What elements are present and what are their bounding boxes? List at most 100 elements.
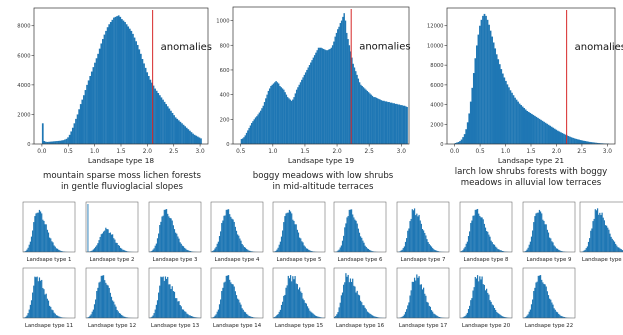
bar-t19-5: [247, 130, 249, 144]
bar-t19-52: [307, 67, 309, 144]
bar-t7-30: [430, 246, 433, 252]
bar-t22-3: [526, 315, 528, 318]
bar-t10-25: [608, 229, 610, 252]
small-panel-t14: Landsape type 14: [210, 267, 264, 329]
bar-t16-15: [350, 281, 353, 318]
bar-t12-34: [124, 316, 126, 318]
bar-t22-36: [563, 316, 565, 318]
bar-t5-18: [293, 220, 295, 252]
bar-t18-71: [154, 88, 156, 144]
main-panel-t18: anomalies 0.0 0.5 1.0 1.5 2.0 2.5 3.0 0 2000 4000 6…: [17, 7, 212, 165]
bar-t5-20: [295, 224, 297, 252]
bar-t12-16: [104, 280, 106, 318]
bar-t12-17: [105, 282, 107, 318]
bar-t4-32: [247, 249, 249, 252]
bar-t2-25: [114, 239, 116, 252]
x-axis-label-t9: Landsape type 9: [527, 257, 572, 263]
main-panel-t19: anomalies 0.5 1.0 1.5 2.0 2.5 3.0 0 200 400 600 800…: [216, 6, 411, 165]
x-tick-label-t18: 2.5: [169, 149, 179, 155]
bar-t5-27: [303, 245, 305, 252]
bar-t21-44: [521, 106, 524, 144]
bar-t14-25: [239, 302, 241, 318]
bar-t14-9: [221, 291, 223, 318]
bar-t21-32: [503, 77, 506, 144]
bar-t2-35: [125, 250, 127, 252]
bar-t18-61: [138, 49, 141, 144]
bar-t19-49: [303, 74, 306, 144]
bar-t1-2: [25, 250, 27, 252]
anomalies-annotation-t18: anomalies: [161, 42, 212, 53]
bar-t21-45: [523, 108, 526, 144]
bar-t8-33: [497, 249, 499, 252]
bar-t7-24: [424, 232, 426, 252]
bar-t11-27: [53, 312, 55, 318]
bar-t4-35: [250, 251, 252, 252]
bar-t21-34: [506, 84, 509, 144]
bar-t19-74: [335, 32, 338, 144]
bar-t18-56: [130, 30, 133, 144]
bar-t18-54: [127, 26, 130, 145]
bar-t17-26: [426, 301, 428, 318]
bar-t5-30: [306, 248, 309, 252]
bar-t6-12: [347, 215, 349, 252]
bar-t20-27: [490, 301, 492, 318]
bar-t10-36: [620, 249, 622, 252]
bar-t11-32: [59, 316, 61, 318]
bar-t20-8: [469, 305, 471, 318]
bar-t8-19: [481, 217, 483, 252]
bar-t8-35: [499, 250, 501, 252]
bar-t21-77: [572, 137, 574, 144]
y-tick-label-t19: 400: [220, 93, 230, 99]
bar-t4-25: [239, 238, 241, 252]
bar-t9-33: [560, 250, 562, 252]
bar-t21-75: [569, 136, 571, 144]
small-panel-t20: Landsape type 20: [459, 267, 513, 329]
bar-t9-13: [537, 212, 539, 252]
bar-t18-15: [65, 138, 68, 144]
bar-t11-25: [51, 309, 53, 318]
bar-t11-31: [58, 316, 60, 318]
bar-t17-9: [407, 305, 409, 318]
bar-t18-74: [158, 95, 161, 144]
bar-t22-8: [532, 299, 534, 318]
bar-t3-26: [178, 238, 180, 252]
bar-t8-8: [469, 231, 471, 252]
bar-t6-23: [360, 236, 362, 252]
bar-t13-10: [160, 276, 162, 318]
bar-t1-3: [26, 249, 28, 252]
bar-t10-28: [611, 238, 613, 252]
bar-t19-112: [384, 101, 387, 144]
bar-t6-34: [372, 251, 374, 252]
bar-t21-19: [483, 13, 486, 144]
bar-t4-8: [220, 231, 222, 252]
bar-t4-22: [235, 230, 238, 252]
bar-t19-35: [285, 94, 288, 144]
bar-t20-12: [473, 287, 475, 318]
bar-t4-7: [218, 236, 221, 252]
axes-frame-t4: [210, 201, 264, 253]
y-tick-label-t18: 2000: [17, 112, 30, 118]
bar-t2-20: [108, 232, 110, 252]
x-axis-label-t16: Landsape type 16: [336, 323, 385, 329]
bar-t21-95: [599, 143, 602, 144]
x-tick-label-t18: 3.0: [195, 149, 205, 155]
bar-t14-33: [248, 315, 250, 318]
bar-t7-9: [407, 230, 409, 252]
bar-t8-38: [502, 251, 505, 252]
bar-t21-4: [460, 139, 463, 144]
bar-t18-42: [108, 24, 111, 144]
bar-t20-31: [495, 309, 497, 318]
bar-t22-16: [541, 279, 543, 318]
bar-t1-33: [60, 250, 62, 252]
small-panel-t8: Landsape type 8: [459, 201, 513, 263]
bar-t19-59: [316, 50, 318, 145]
bar-t9-35: [562, 251, 564, 252]
bar-t2-27: [116, 242, 118, 252]
x-axis-label-t8: Landsape type 8: [464, 257, 509, 263]
bar-t7-19: [418, 214, 420, 252]
bar-t19-92: [358, 82, 361, 144]
bar-t18-9: [56, 141, 58, 144]
bar-t20-9: [470, 300, 472, 318]
bar-t6-13: [348, 209, 350, 252]
